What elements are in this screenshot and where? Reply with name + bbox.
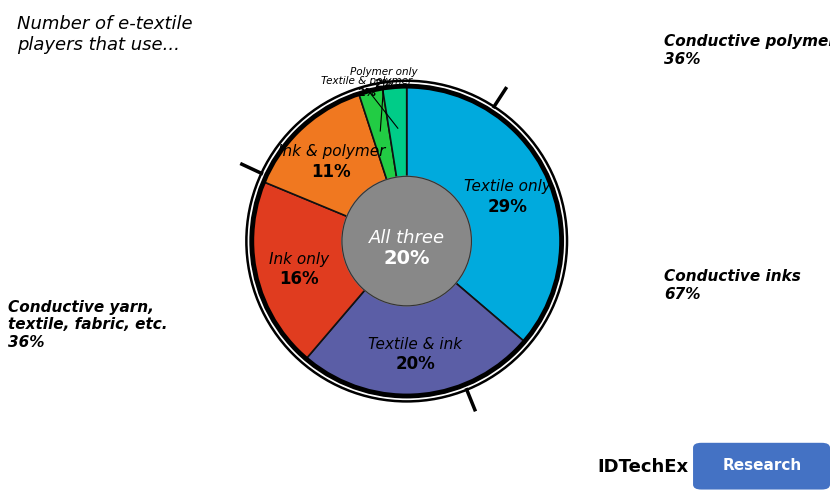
Text: Number of e-textile
players that use...: Number of e-textile players that use... [17, 15, 193, 54]
Wedge shape [252, 182, 407, 358]
Text: 2%: 2% [374, 79, 393, 89]
Text: 20%: 20% [383, 248, 430, 268]
Text: IDTechEx: IDTechEx [598, 459, 689, 476]
Text: Textile only: Textile only [464, 180, 551, 194]
Text: 2%: 2% [358, 88, 376, 98]
Text: Polymer only: Polymer only [350, 67, 417, 77]
Text: 29%: 29% [487, 198, 527, 216]
Text: Ink & polymer: Ink & polymer [278, 144, 385, 159]
Wedge shape [383, 87, 407, 241]
Text: 20%: 20% [396, 355, 435, 373]
Text: 11%: 11% [311, 163, 351, 181]
Text: Textile & polymer: Textile & polymer [321, 76, 413, 86]
Text: Conductive inks
67%: Conductive inks 67% [664, 269, 801, 302]
Text: Conductive yarn,
textile, fabric, etc.
36%: Conductive yarn, textile, fabric, etc. 3… [8, 300, 168, 350]
Text: Ink only: Ink only [269, 252, 329, 267]
Wedge shape [306, 241, 524, 395]
Wedge shape [407, 87, 561, 341]
Text: 16%: 16% [279, 270, 319, 288]
Text: Conductive polymers
36%: Conductive polymers 36% [664, 34, 830, 67]
FancyBboxPatch shape [693, 443, 830, 490]
Text: Research: Research [722, 459, 802, 473]
Wedge shape [264, 94, 407, 241]
Circle shape [342, 176, 471, 306]
Wedge shape [359, 89, 407, 241]
Text: Textile & ink: Textile & ink [369, 337, 462, 351]
Text: All three: All three [369, 229, 445, 247]
